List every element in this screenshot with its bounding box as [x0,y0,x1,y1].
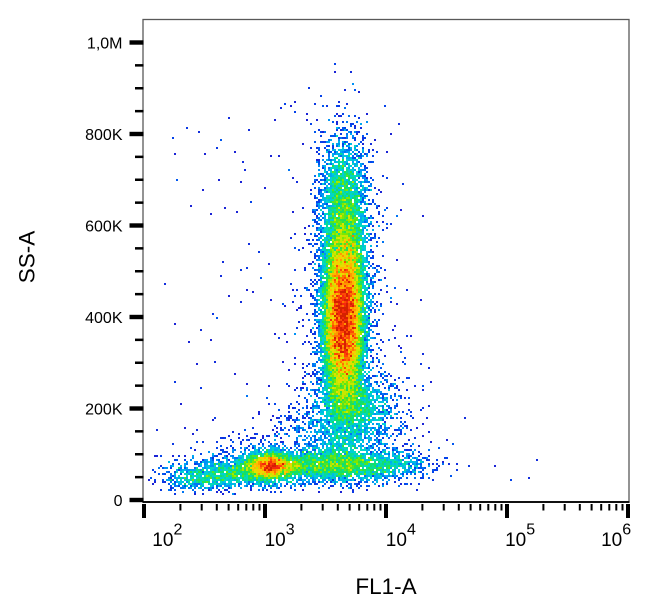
svg-text:FL1-A: FL1-A [355,574,416,599]
svg-text:SS-A: SS-A [15,231,40,284]
svg-text:1,0M: 1,0M [87,35,123,52]
svg-text:800K: 800K [85,127,123,144]
svg-text:600K: 600K [85,218,123,235]
svg-text:200K: 200K [85,401,123,418]
svg-text:400K: 400K [85,310,123,327]
svg-text:0: 0 [114,493,123,510]
